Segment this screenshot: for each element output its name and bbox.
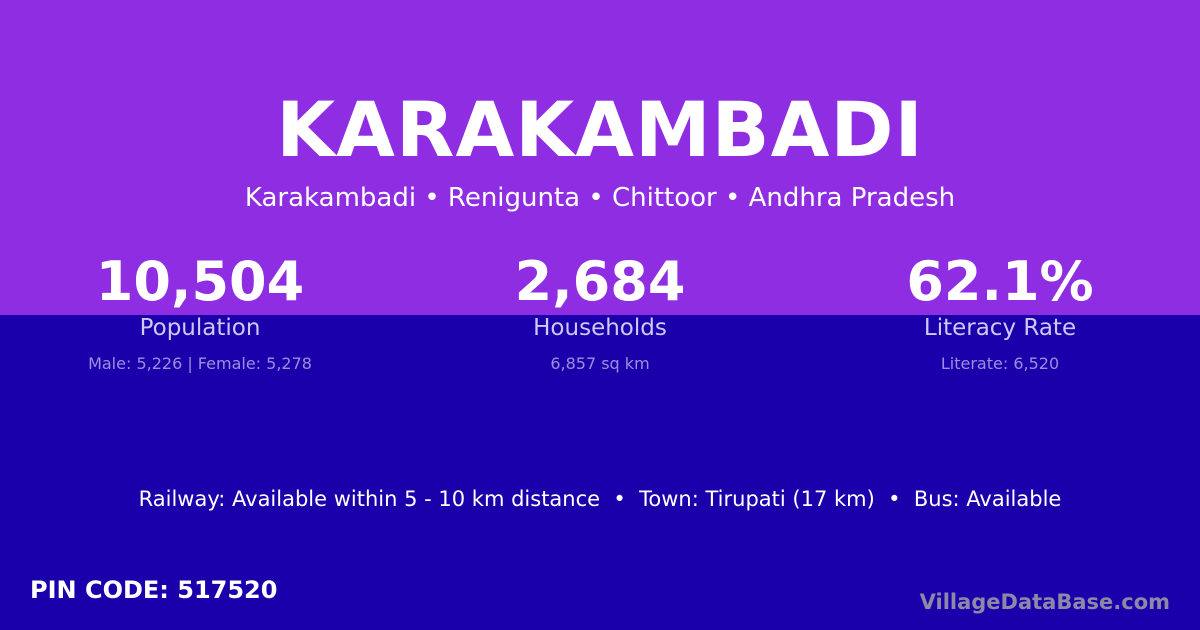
stat-detail: Male: 5,226 | Female: 5,278 (88, 354, 312, 373)
stat-label: Population (139, 315, 261, 341)
stat-detail: Literate: 6,520 (940, 354, 1060, 373)
location-breadcrumb: Karakambadi • Renigunta • Chittoor • And… (244, 183, 956, 213)
stat-value: 10,504 (95, 250, 305, 313)
stat-value: 2,684 (514, 250, 686, 313)
stat-value: 62.1% (906, 250, 1094, 313)
connectivity-info: Railway: Available within 5 - 10 km dist… (138, 487, 1062, 511)
stat-label: Literacy Rate (923, 315, 1077, 341)
stat-label: Households (533, 315, 667, 341)
stat-detail: 6,857 sq km (550, 354, 650, 373)
village-title: KARAKAMBADI (276, 85, 924, 174)
header-band (0, 0, 1200, 315)
body-band (0, 315, 1200, 630)
pin-code: PIN CODE: 517520 (30, 576, 278, 604)
brand-logo: VillageDataBase.com (919, 590, 1170, 614)
